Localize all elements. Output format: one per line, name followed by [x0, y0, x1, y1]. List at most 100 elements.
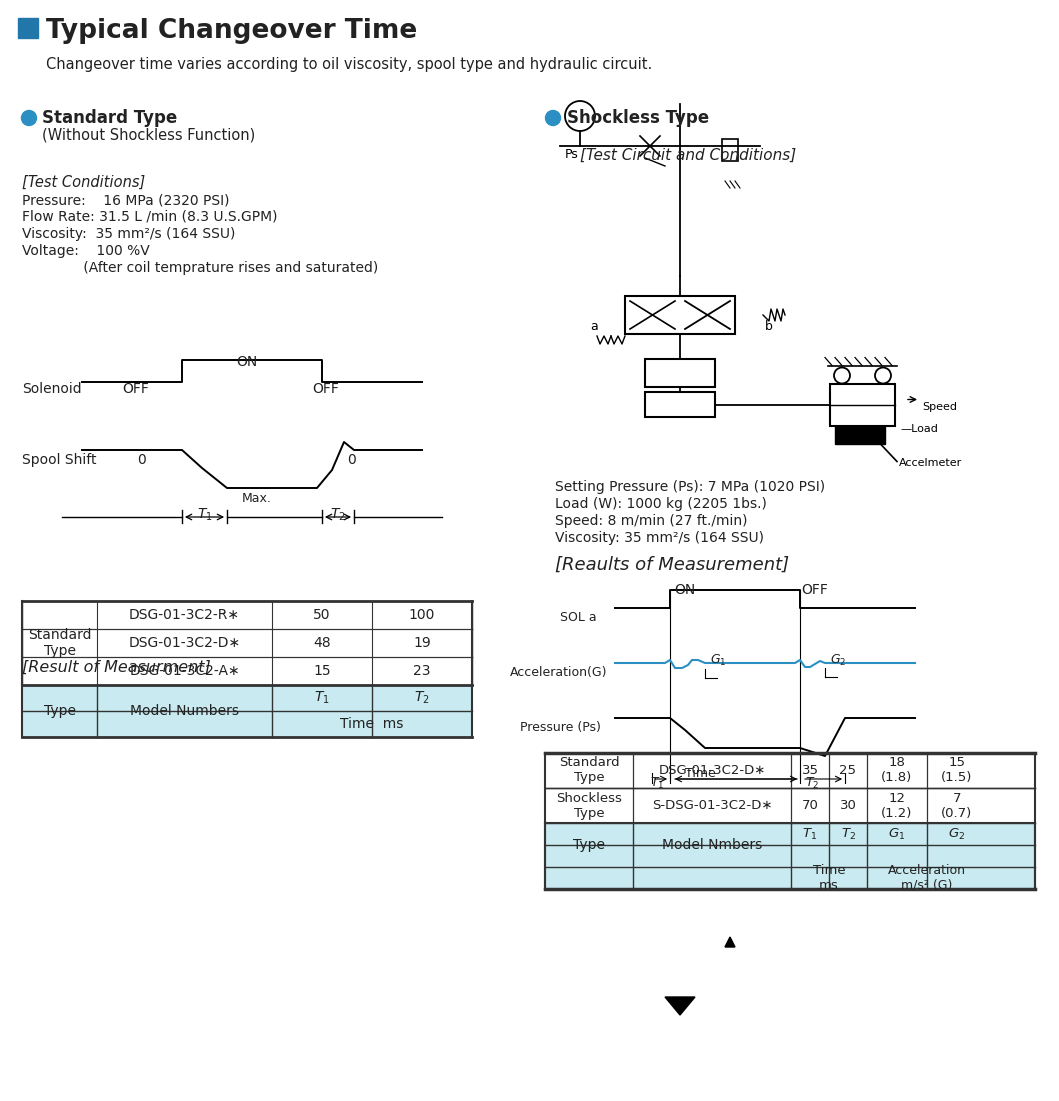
Text: DSG-01-3C2-A∗: DSG-01-3C2-A∗	[129, 664, 239, 678]
Text: $G_1$: $G_1$	[710, 653, 726, 668]
Text: S-DSG-01-3C2-D∗: S-DSG-01-3C2-D∗	[651, 799, 772, 813]
Polygon shape	[597, 767, 625, 805]
Text: Standard
Type: Standard Type	[559, 756, 620, 785]
Text: $T_2$: $T_2$	[330, 506, 346, 523]
Text: Pressure (Ps): Pressure (Ps)	[520, 721, 600, 734]
Text: Model Nmbers: Model Nmbers	[662, 838, 762, 852]
Text: Shockless Type: Shockless Type	[567, 109, 710, 127]
Circle shape	[545, 110, 560, 126]
Text: OFF: OFF	[122, 382, 149, 396]
Text: Ps: Ps	[566, 148, 579, 161]
Text: DSG-01-3C2-D∗: DSG-01-3C2-D∗	[128, 636, 240, 650]
Text: 18
(1.8): 18 (1.8)	[881, 756, 913, 785]
Text: Voltage:    100 %V: Voltage: 100 %V	[22, 244, 149, 258]
Text: SOL a: SOL a	[560, 611, 596, 624]
Text: [Test Circuit and Conditions]: [Test Circuit and Conditions]	[580, 148, 796, 163]
Text: 19: 19	[413, 636, 431, 650]
Bar	[625, 296, 735, 334]
Text: b: b	[765, 320, 773, 333]
Text: Type: Type	[43, 704, 75, 718]
Text: 7
(0.7): 7 (0.7)	[941, 792, 972, 819]
Text: 48: 48	[313, 636, 330, 650]
Text: 50: 50	[313, 608, 330, 622]
Circle shape	[875, 368, 891, 383]
Text: $T_1$: $T_1$	[197, 506, 213, 523]
Text: Speed: Speed	[922, 402, 957, 412]
Text: Accelmeter: Accelmeter	[899, 458, 963, 468]
Text: 15: 15	[313, 664, 330, 678]
Bar	[545, 824, 1035, 889]
Text: Time  ms: Time ms	[340, 717, 403, 731]
Text: Viscosity:  35 mm²/s (164 SSU): Viscosity: 35 mm²/s (164 SSU)	[22, 227, 235, 241]
Text: Shockless
Type: Shockless Type	[556, 792, 622, 819]
Text: $T_2$: $T_2$	[414, 690, 430, 706]
Text: 100: 100	[409, 608, 435, 622]
Text: Type: Type	[573, 838, 605, 852]
Bar	[545, 753, 1035, 788]
Text: Solenoid: Solenoid	[22, 382, 82, 396]
Text: Standard
Type: Standard Type	[28, 628, 91, 658]
Circle shape	[21, 110, 36, 126]
Text: (After coil temprature rises and saturated): (After coil temprature rises and saturat…	[22, 261, 378, 275]
Text: 15
(1.5): 15 (1.5)	[941, 756, 972, 785]
Text: 0: 0	[347, 453, 356, 467]
Polygon shape	[665, 998, 695, 1015]
Text: 12
(1.2): 12 (1.2)	[881, 792, 913, 819]
Bar	[645, 359, 715, 386]
Text: Flow Rate: 31.5 L /min (8.3 U.S.GPM): Flow Rate: 31.5 L /min (8.3 U.S.GPM)	[22, 210, 277, 224]
Text: OFF: OFF	[802, 584, 828, 597]
Text: $T_1$: $T_1$	[650, 776, 664, 792]
Text: 35: 35	[802, 764, 819, 777]
Text: Model Numbers: Model Numbers	[130, 704, 239, 718]
Text: DSG-01-3C2-D∗: DSG-01-3C2-D∗	[659, 764, 766, 777]
Text: $T_2$: $T_2$	[805, 776, 820, 792]
Text: DSG-01-3C2-R∗: DSG-01-3C2-R∗	[129, 608, 240, 622]
Text: [Reaults of Measurement]: [Reaults of Measurement]	[555, 556, 789, 574]
Text: 30: 30	[840, 799, 857, 813]
Bar	[545, 788, 1035, 824]
Polygon shape	[735, 767, 762, 805]
Text: Max.: Max.	[243, 492, 272, 505]
Text: ON: ON	[236, 355, 257, 369]
Text: ON: ON	[675, 584, 696, 597]
Text: a: a	[590, 320, 597, 333]
Bar	[645, 392, 715, 417]
Text: Speed: 8 m/min (27 ft./min): Speed: 8 m/min (27 ft./min)	[555, 514, 748, 528]
Text: Setting Pressure (Ps): 7 MPa (1020 PSI): Setting Pressure (Ps): 7 MPa (1020 PSI)	[555, 480, 825, 494]
Text: Time
ms: Time ms	[812, 864, 845, 892]
Text: $G_1$: $G_1$	[889, 827, 905, 841]
Text: Standard Type: Standard Type	[42, 109, 177, 127]
Text: OFF: OFF	[312, 382, 339, 396]
Text: Acceleration(G): Acceleration(G)	[510, 666, 608, 679]
Bar	[830, 383, 895, 425]
Text: —Load: —Load	[900, 425, 938, 435]
Text: 23: 23	[413, 664, 431, 678]
Text: Acceleration
m/s² (G): Acceleration m/s² (G)	[889, 864, 966, 892]
Text: $T_1$: $T_1$	[803, 827, 818, 841]
Text: Changeover time varies according to oil viscosity, spool type and hydraulic circ: Changeover time varies according to oil …	[46, 57, 652, 72]
Text: Viscosity: 35 mm²/s (164 SSU): Viscosity: 35 mm²/s (164 SSU)	[555, 531, 764, 545]
Text: (Without Shockless Function): (Without Shockless Function)	[42, 128, 255, 143]
Polygon shape	[725, 937, 735, 947]
Text: $G_2$: $G_2$	[949, 827, 966, 841]
Text: 0: 0	[137, 453, 146, 467]
Text: [Test Conditions]: [Test Conditions]	[22, 175, 145, 190]
Text: [Result of Measurment]: [Result of Measurment]	[22, 659, 211, 675]
Bar	[22, 657, 472, 685]
Text: Typical Changeover Time: Typical Changeover Time	[46, 18, 417, 44]
Text: $G_2$: $G_2$	[830, 653, 846, 668]
Text: $T_1$: $T_1$	[315, 690, 329, 706]
Text: Load (W): 1000 kg (2205 1bs.): Load (W): 1000 kg (2205 1bs.)	[555, 497, 767, 511]
Text: $T_2$: $T_2$	[841, 827, 856, 841]
Circle shape	[566, 101, 595, 131]
Text: 25: 25	[840, 764, 857, 777]
Bar	[834, 425, 885, 444]
Bar	[22, 685, 472, 737]
Bar	[22, 629, 472, 657]
Text: 70: 70	[802, 799, 819, 813]
Text: Time: Time	[684, 767, 716, 780]
Bar	[18, 18, 38, 39]
Text: Pressure:    16 MPa (2320 PSI): Pressure: 16 MPa (2320 PSI)	[22, 193, 230, 207]
Bar	[22, 601, 472, 629]
Bar	[722, 139, 738, 161]
